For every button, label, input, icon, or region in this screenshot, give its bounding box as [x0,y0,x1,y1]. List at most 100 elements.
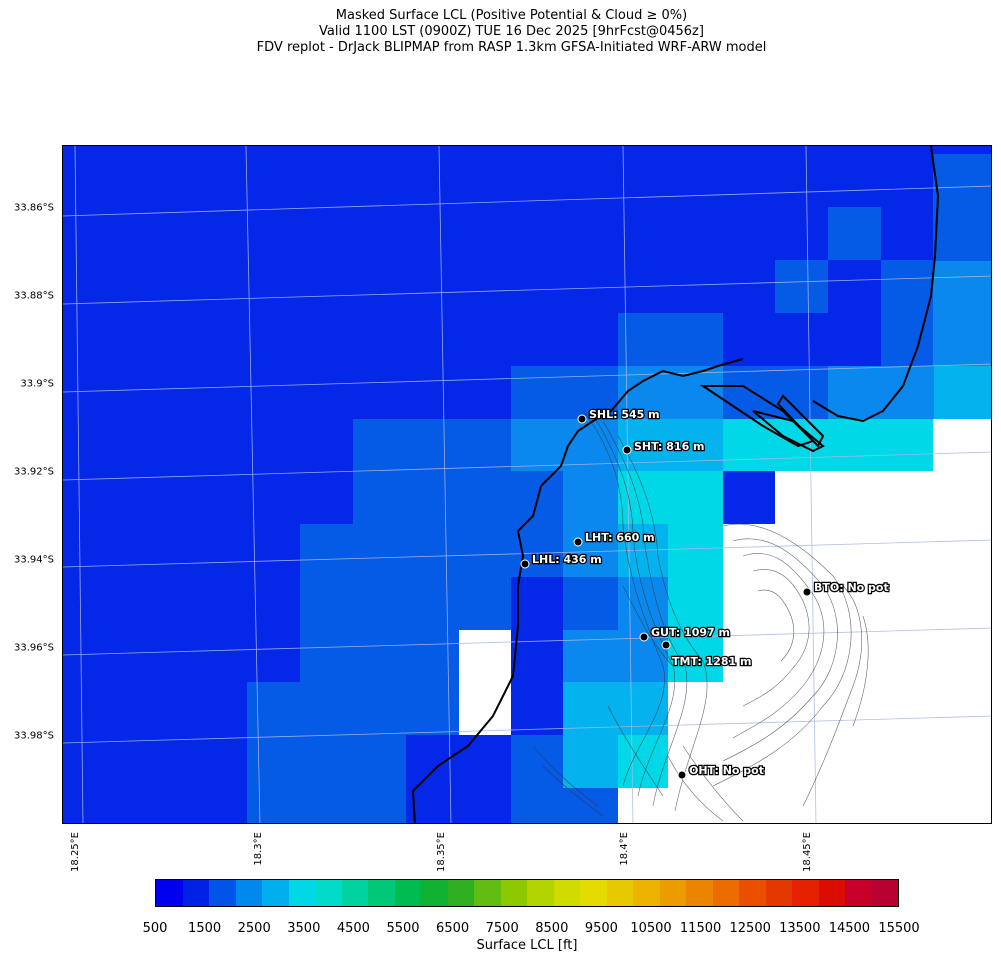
terrain-contours [532,410,869,822]
lcl-cell [406,735,511,823]
lcl-cell [511,630,563,682]
lcl-cell [458,419,511,471]
station-gut[interactable]: GUT: 1097 m [639,625,731,642]
lcl-cell [618,735,668,788]
lcl-cell [511,735,563,823]
lon-label: 18.35°E [436,832,447,872]
colorbar-tick-label: 6500 [436,921,470,936]
station-label: TMT: 1281 m [672,655,752,668]
colorbar-swatch [712,880,739,906]
station-label: OHT: No pot [689,764,764,777]
lcl-cell [723,366,776,419]
colorbar-swatch [659,880,686,906]
lat-label: 33.88°S [14,290,54,302]
colorbar-tick-label: 14500 [828,921,871,936]
colorbar-swatch [262,880,289,906]
coastline [411,146,940,823]
colorbar-tick-label: 13500 [779,921,821,936]
station-sht[interactable]: SHT: 816 m [622,439,706,455]
lon-label: 18.3°E [253,832,264,866]
map-area[interactable]: SHL: 545 m SHT: 816 m LHT: 660 m LHL: 43… [62,145,992,824]
masked-area [459,630,511,735]
lcl-cell [300,524,563,577]
lcl-cell [247,682,459,735]
colorbar [155,879,899,907]
lcl-cell [668,577,723,630]
colorbar-tick-label: 10500 [630,921,672,936]
colorbar-swatch [209,880,236,906]
colorbar-swatch [792,880,819,906]
station-label: SHL: 545 m [589,408,660,421]
station-bto[interactable]: BTO: No pot [802,580,890,597]
lon-label: 18.25°E [70,832,81,872]
graticule [63,146,991,823]
station-label: GUT: 1097 m [651,626,730,639]
colorbar-tick-label: 5500 [386,921,420,936]
colorbar-tick-label: 11500 [679,921,722,936]
lcl-cell [933,313,991,366]
station-lhl[interactable]: LHL: 436 m [520,552,603,569]
colorbar-swatch [686,880,713,906]
lcl-cell [563,630,618,682]
station-label: LHL: 436 m [532,553,602,566]
station-markers: SHL: 545 m SHT: 816 m LHT: 660 m LHL: 43… [520,407,890,780]
colorbar-swatch [606,880,633,906]
lcl-cell [563,471,618,524]
lcl-cell [353,419,406,524]
station-label: SHT: 816 m [634,440,705,453]
colorbar-swatch [633,880,660,906]
colorbar-swatch [421,880,448,906]
lcl-cell [775,260,828,313]
colorbar-tick-label: 3500 [287,921,321,936]
colorbar-swatch [580,880,607,906]
station-oht[interactable]: OHT: No pot [677,763,765,780]
station-lht[interactable]: LHT: 660 m [573,530,656,547]
colorbar-swatch [288,880,315,906]
lcl-cell [563,577,618,630]
colorbar-swatch [474,880,501,906]
lcl-cell [406,419,458,471]
station-shl[interactable]: SHL: 545 m [577,407,661,424]
lcl-cell [828,366,881,419]
lon-label: 18.4°E [619,832,630,866]
lcl-cell [881,260,934,313]
colorbar-tick-label: 12500 [729,921,771,936]
lat-label: 33.9°S [20,378,54,390]
station-label: BTO: No pot [814,581,889,594]
colorbar-label: Surface LCL [ft] [476,938,578,953]
lcl-cell [723,419,935,471]
colorbar-swatch [182,880,209,906]
lcl-cell [618,471,723,524]
title-line-2: Valid 1100 LST (0900Z) TUE 16 Dec 2025 [… [319,24,704,39]
lcl-cell [459,577,511,630]
lcl-cell [300,577,459,682]
lcl-cell [511,577,563,630]
colorbar-swatch [394,880,421,906]
lon-label: 18.45°E [802,832,813,872]
colorbar-swatch [235,880,262,906]
lat-label: 33.94°S [14,554,54,566]
lcl-cell [563,788,618,823]
masked-area [618,788,668,823]
lcl-cell [563,524,618,577]
colorbar-swatch [818,880,845,906]
map-canvas: SHL: 545 m SHT: 816 m LHT: 660 m LHL: 43… [63,146,991,823]
lcl-cell [668,630,723,682]
station-tmt[interactable]: TMT: 1281 m [661,640,753,669]
lat-label: 33.86°S [14,202,54,214]
title-line-1: Masked Surface LCL (Positive Potential &… [335,8,688,23]
station-label: LHT: 660 m [585,531,655,544]
lat-label: 33.96°S [14,642,54,654]
colorbar-swatch [845,880,872,906]
colorbar-tick-label: 4500 [336,921,370,936]
lcl-cell [933,154,991,207]
lcl-cell [668,524,723,577]
lcl-cell [618,419,723,471]
masked-area [723,524,775,823]
colorbar-swatch [765,880,792,906]
lcl-cell [563,366,618,419]
masked-area [933,419,991,823]
lcl-cell [828,207,881,260]
colorbar-swatch [500,880,527,906]
lcl-cell [618,313,723,366]
